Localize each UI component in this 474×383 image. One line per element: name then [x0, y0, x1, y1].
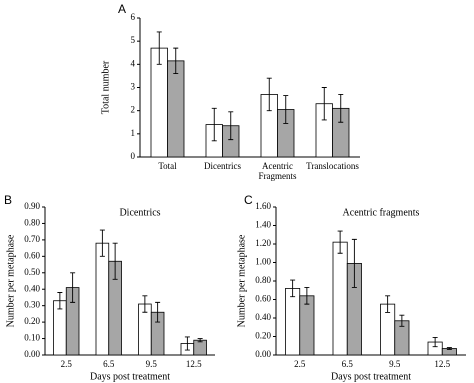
y-tick-label: 0.40	[255, 312, 271, 322]
x-tick-label: Total	[158, 161, 177, 171]
bar	[285, 287, 301, 356]
error-bar	[283, 95, 289, 124]
y-tick-label: 0.20	[24, 316, 40, 326]
y-tick-label: 0.50	[24, 267, 40, 277]
x-tick-label: 2.5	[294, 359, 306, 369]
x-tick-label: Dicentrics	[204, 161, 241, 171]
error-bar	[142, 295, 148, 313]
error-bar	[304, 287, 310, 305]
y-tick-label: 0.80	[24, 218, 40, 228]
y-tick-label: 0.00	[24, 349, 40, 359]
bar	[193, 339, 207, 356]
x-tick-label: 9.5	[389, 359, 401, 369]
error-bar	[385, 295, 391, 313]
y-axis-label: Number per metaphase	[5, 234, 16, 327]
error-bar	[351, 238, 357, 288]
error-bar	[432, 336, 438, 348]
y-tick-label: 2	[131, 105, 136, 115]
error-bar	[337, 230, 343, 254]
error-bar	[99, 229, 105, 257]
y-tick-label: 0.80	[255, 275, 271, 285]
y-tick-label: 1.60	[255, 201, 271, 211]
error-bar	[57, 292, 63, 310]
error-bar	[155, 301, 161, 323]
y-tick-label: 0.20	[255, 331, 271, 341]
panel-label: C	[244, 193, 253, 207]
x-tick-label: 6.5	[341, 359, 353, 369]
y-tick-label: 6	[131, 12, 136, 22]
error-bar	[321, 87, 327, 121]
bar	[167, 60, 185, 158]
y-tick-label: 1.20	[255, 238, 271, 248]
x-tick-label: Translocations	[306, 161, 359, 171]
panel-label: B	[4, 193, 12, 207]
x-tick-label: 6.5	[103, 359, 115, 369]
error-bar	[399, 314, 405, 327]
error-bar	[290, 279, 296, 298]
y-tick-label: 0.30	[24, 300, 40, 310]
error-bar	[211, 107, 217, 142]
x-tick-label: 12.5	[434, 359, 451, 369]
error-bar	[228, 111, 234, 141]
y-tick-label: 5	[131, 35, 136, 45]
error-bar	[70, 272, 76, 303]
y-tick-label: 0.40	[24, 283, 40, 293]
x-tick-label: Acentric Fragments	[258, 161, 297, 181]
bar	[95, 242, 110, 356]
y-tick-label: 0.00	[255, 349, 271, 359]
y-tick-label: 0.60	[255, 294, 271, 304]
y-axis-label: Total number	[100, 60, 111, 114]
y-tick-label: 1	[131, 128, 136, 138]
chart-title: Acentric fragments	[343, 207, 420, 218]
panel-label: A	[118, 2, 126, 16]
y-tick-label: 1.00	[255, 257, 271, 267]
error-bar	[173, 47, 179, 75]
y-tick-label: 4	[131, 58, 136, 68]
error-bar	[156, 31, 162, 65]
y-tick-label: 3	[131, 82, 136, 92]
x-axis-label: Days post treatment	[331, 371, 411, 382]
error-bar	[184, 336, 190, 351]
error-bar	[266, 77, 272, 112]
x-tick-label: 9.5	[145, 359, 157, 369]
chart-title: Dicentrics	[119, 207, 160, 218]
bar	[299, 295, 315, 356]
x-tick-label: 2.5	[60, 359, 72, 369]
error-bar	[112, 242, 118, 280]
bar	[332, 241, 348, 356]
y-tick-label: 0.60	[24, 250, 40, 260]
x-tick-label: 12.5	[185, 359, 202, 369]
y-tick-label: 0.90	[24, 201, 40, 211]
error-bar	[197, 338, 203, 343]
y-tick-label: 0.70	[24, 234, 40, 244]
y-tick-label: 0	[131, 151, 136, 161]
error-bar	[446, 347, 452, 350]
y-tick-label: 1.40	[255, 220, 271, 230]
x-axis-label: Days post treatment	[90, 371, 170, 382]
y-axis-label: Number per metaphase	[236, 234, 247, 327]
y-tick-label: 0.10	[24, 333, 40, 343]
error-bar	[338, 94, 344, 123]
